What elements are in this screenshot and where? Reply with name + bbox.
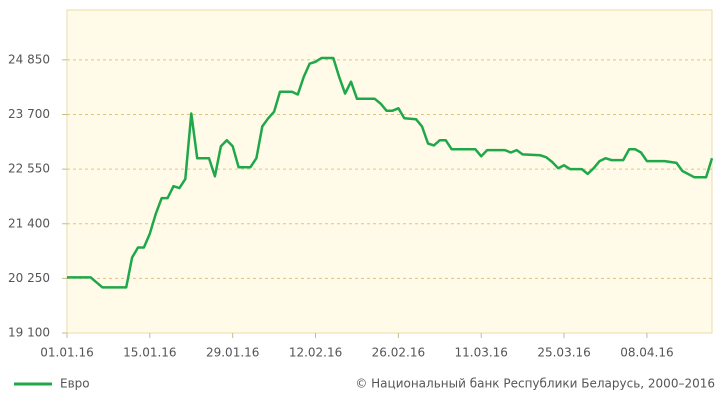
y-tick-label: 21 400 — [8, 216, 50, 230]
y-tick-label: 22 550 — [8, 162, 50, 176]
x-tick-label: 29.01.16 — [206, 346, 259, 360]
x-tick-label: 12.02.16 — [289, 346, 342, 360]
y-tick-label: 23 700 — [8, 107, 50, 121]
x-tick-label: 01.01.16 — [40, 346, 93, 360]
x-tick-label: 26.02.16 — [372, 346, 425, 360]
plot-area — [66, 9, 713, 334]
x-tick-label: 08.04.16 — [620, 346, 673, 360]
x-tick-label: 25.03.16 — [537, 346, 590, 360]
y-tick-label: 24 850 — [8, 52, 50, 66]
y-tick-label: 20 250 — [8, 271, 50, 285]
line-series — [67, 56, 714, 289]
legend-label: Евро — [60, 377, 90, 391]
source-note: © Национальный банк Республики Беларусь,… — [355, 377, 715, 391]
x-tick-label: 11.03.16 — [455, 346, 508, 360]
y-tick-label: 19 100 — [8, 326, 50, 340]
x-tick-label: 15.01.16 — [123, 346, 176, 360]
